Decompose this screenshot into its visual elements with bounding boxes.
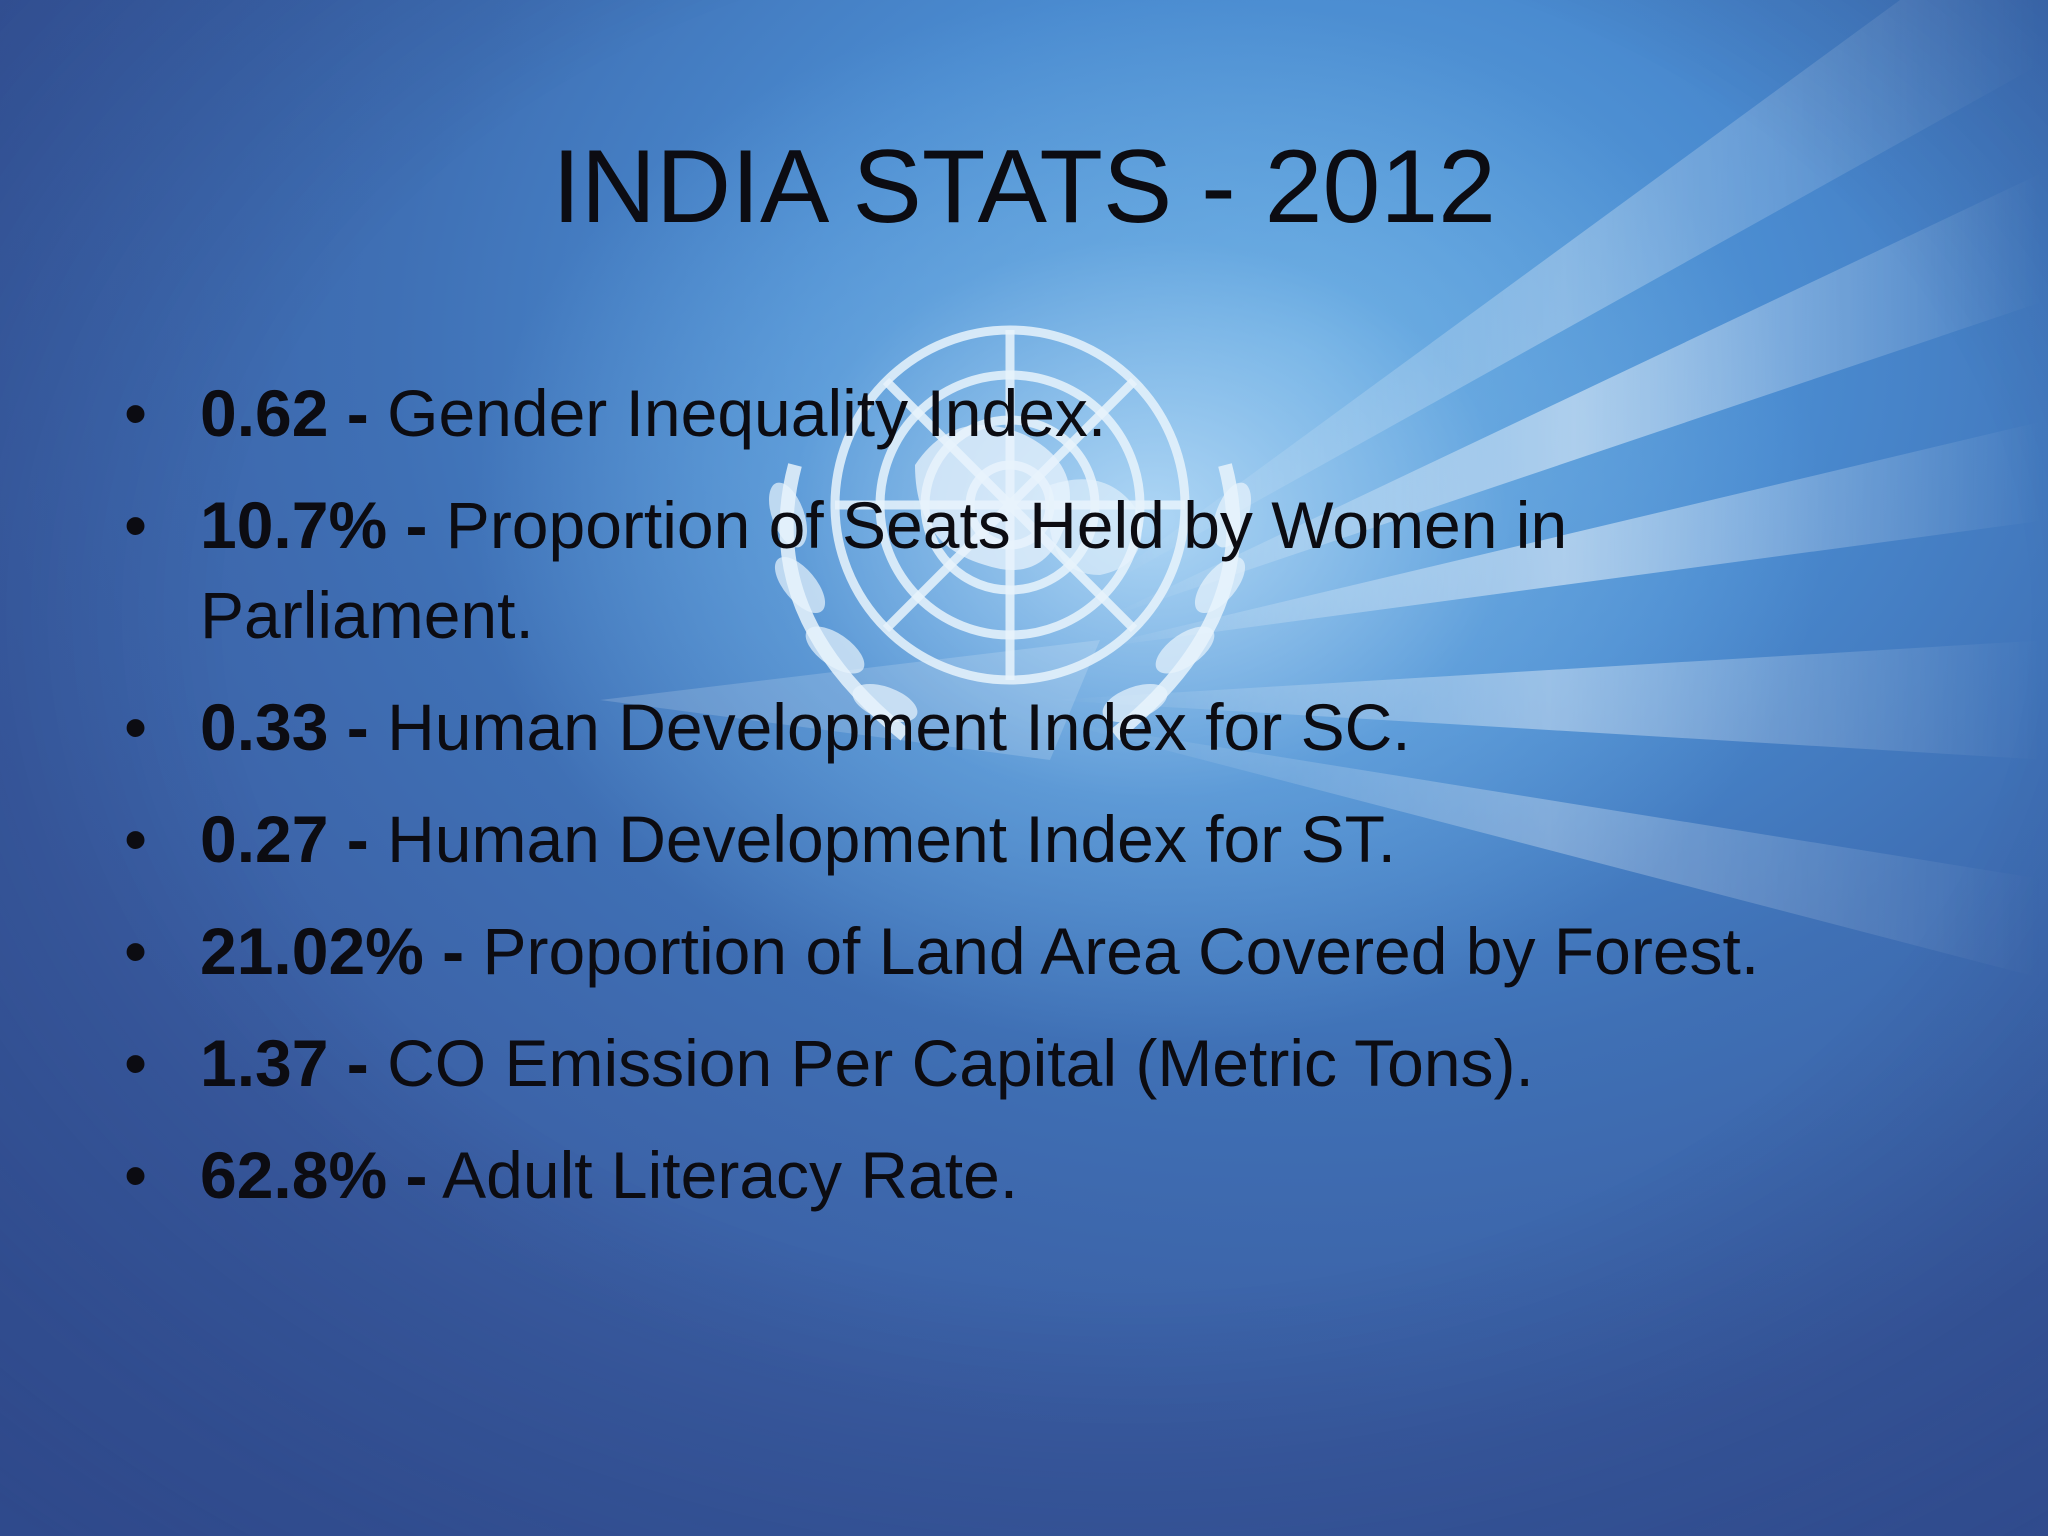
bullet-icon: • bbox=[124, 1026, 148, 1100]
list-item: • 1.37 - CO Emission Per Capital (Metric… bbox=[124, 1018, 1840, 1108]
list-item: • 62.8% - Adult Literacy Rate. bbox=[124, 1130, 1840, 1220]
bullet-icon: • bbox=[124, 914, 148, 988]
stat-value: 10.7% - bbox=[200, 488, 428, 562]
bullet-icon: • bbox=[124, 376, 148, 450]
bullet-icon: • bbox=[124, 690, 148, 764]
list-item: • 0.33 - Human Development Index for SC. bbox=[124, 682, 1840, 772]
list-item: • 21.02% - Proportion of Land Area Cover… bbox=[124, 906, 1840, 996]
stat-value: 21.02% - bbox=[200, 914, 465, 988]
stat-label: Proportion of Land Area Covered by Fores… bbox=[464, 914, 1760, 988]
stats-list: • 0.62 - Gender Inequality Index. • 10.7… bbox=[124, 368, 1840, 1242]
slide-title: INDIA STATS - 2012 bbox=[551, 129, 1497, 245]
stat-label: Human Development Index for SC. bbox=[368, 690, 1411, 764]
bullet-icon: • bbox=[124, 1138, 148, 1212]
stat-label: Adult Literacy Rate. bbox=[427, 1138, 1019, 1212]
bullet-icon: • bbox=[124, 802, 148, 876]
stat-label: Proportion of Seats Held by Women in Par… bbox=[200, 488, 1568, 652]
stat-label: Gender Inequality Index. bbox=[368, 376, 1107, 450]
bullet-icon: • bbox=[124, 488, 148, 562]
stat-value: 0.62 - bbox=[200, 376, 369, 450]
stat-value: 0.27 - bbox=[200, 802, 369, 876]
stat-label: CO Emission Per Capital (Metric Tons). bbox=[368, 1026, 1534, 1100]
stat-value: 62.8% - bbox=[200, 1138, 428, 1212]
stat-value: 0.33 - bbox=[200, 690, 369, 764]
list-item: • 0.27 - Human Development Index for ST. bbox=[124, 794, 1840, 884]
stat-value: 1.37 - bbox=[200, 1026, 369, 1100]
list-item: • 10.7% - Proportion of Seats Held by Wo… bbox=[124, 480, 1840, 660]
list-item: • 0.62 - Gender Inequality Index. bbox=[124, 368, 1840, 458]
stat-label: Human Development Index for ST. bbox=[368, 802, 1396, 876]
